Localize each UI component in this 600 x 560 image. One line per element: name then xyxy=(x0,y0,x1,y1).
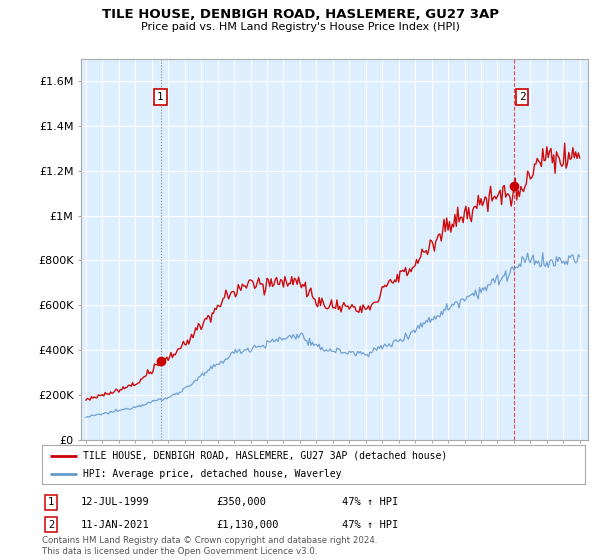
Text: Contains HM Land Registry data © Crown copyright and database right 2024.
This d: Contains HM Land Registry data © Crown c… xyxy=(42,536,377,556)
Text: 47% ↑ HPI: 47% ↑ HPI xyxy=(342,497,398,507)
Text: 2: 2 xyxy=(48,520,54,530)
Text: TILE HOUSE, DENBIGH ROAD, HASLEMERE, GU27 3AP (detached house): TILE HOUSE, DENBIGH ROAD, HASLEMERE, GU2… xyxy=(83,451,447,461)
Text: £1,130,000: £1,130,000 xyxy=(216,520,278,530)
Text: 11-JAN-2021: 11-JAN-2021 xyxy=(81,520,150,530)
Text: HPI: Average price, detached house, Waverley: HPI: Average price, detached house, Wave… xyxy=(83,469,341,479)
Text: Price paid vs. HM Land Registry's House Price Index (HPI): Price paid vs. HM Land Registry's House … xyxy=(140,22,460,32)
Text: 1: 1 xyxy=(157,92,164,102)
Text: £350,000: £350,000 xyxy=(216,497,266,507)
Text: 1: 1 xyxy=(48,497,54,507)
Text: 47% ↑ HPI: 47% ↑ HPI xyxy=(342,520,398,530)
Text: 2: 2 xyxy=(519,92,526,102)
Text: 12-JUL-1999: 12-JUL-1999 xyxy=(81,497,150,507)
Text: TILE HOUSE, DENBIGH ROAD, HASLEMERE, GU27 3AP: TILE HOUSE, DENBIGH ROAD, HASLEMERE, GU2… xyxy=(101,8,499,21)
